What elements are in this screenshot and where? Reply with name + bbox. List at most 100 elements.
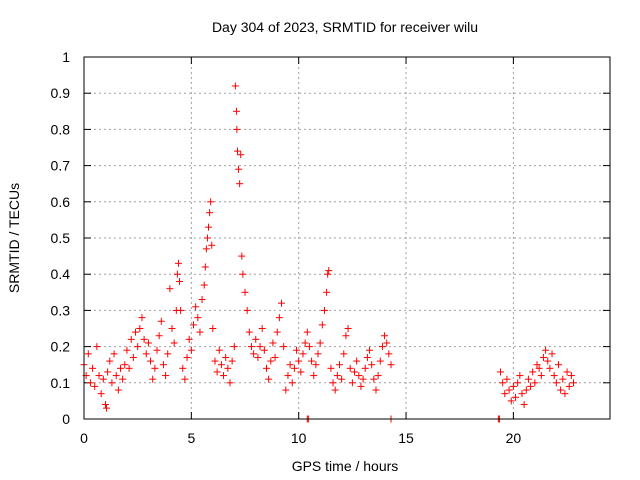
data-point [164,350,172,358]
data-point [110,350,118,358]
data-point [114,386,122,394]
data-point [205,223,213,231]
data-point [140,335,148,343]
data-point [166,285,174,293]
data-point [149,375,157,383]
data-point [539,353,547,361]
data-point [284,372,292,380]
data-point [112,372,120,380]
data-point [237,151,245,159]
data-point [503,375,511,383]
data-point [351,368,359,376]
data-point [84,350,92,358]
data-point [185,335,193,343]
y-tick-label: 0.3 [51,302,71,318]
data-point [213,368,221,376]
chart-title: Day 304 of 2023, SRMTID for receiver wil… [212,19,478,35]
data-point [200,281,208,289]
data-point [514,379,522,387]
data-point [529,368,537,376]
data-point [222,353,230,361]
data-point [162,372,170,380]
data-point [142,350,150,358]
data-point [518,390,526,398]
data-point [320,306,328,314]
x-tick-label: 15 [398,430,414,446]
data-point [359,375,367,383]
y-tick-label: 0.9 [51,85,71,101]
data-point [252,335,260,343]
data-point [183,353,191,361]
data-point [305,343,313,351]
data-point [230,343,238,351]
data-point [280,343,288,351]
data-point [516,372,524,380]
data-point [293,346,301,354]
data-point [357,382,365,390]
data-point [144,339,152,347]
data-point [535,364,543,372]
data-point [215,346,223,354]
data-point [238,252,246,260]
data-point [86,379,94,387]
y-axis-title: SRMTID / TECUs [6,183,22,293]
data-point [241,288,249,296]
y-tick-label: 0.2 [51,339,71,355]
data-point [537,372,545,380]
data-point [561,390,569,398]
data-point [260,346,268,354]
data-point [201,263,209,271]
data-point [136,325,144,332]
data-point [323,288,331,296]
data-point [119,375,127,383]
data-point [499,379,507,387]
data-point [176,277,184,285]
data-point [299,350,307,358]
data-point [290,364,298,372]
data-point [262,364,270,372]
data-point [301,339,309,347]
data-point [179,364,187,372]
data-point [355,372,363,380]
data-point [93,343,101,351]
data-point [196,328,204,336]
data-point [348,379,356,387]
data-point [127,335,135,343]
data-point [239,270,247,278]
data-point [208,241,216,249]
data-point [97,390,105,398]
data-point [258,325,266,332]
data-point [192,303,200,311]
data-point [344,325,352,332]
data-point [132,328,140,336]
data-point [89,364,97,372]
data-point [507,397,515,405]
plot-frame [83,56,611,420]
data-point [385,350,393,358]
data-point [533,361,541,369]
data-point [134,343,142,351]
data-point [101,401,109,409]
data-point [269,339,277,347]
data-point [531,379,539,387]
data-point [338,375,346,383]
data-point [509,382,517,390]
data-point [524,375,532,383]
data-point [314,350,322,358]
data-point [198,296,206,304]
data-point [232,107,240,115]
data-point [325,267,333,275]
data-point [353,357,361,365]
data-point [177,306,185,314]
y-tick-label: 0.5 [51,230,71,246]
data-point [546,364,554,372]
data-point [527,382,535,390]
data-point [226,379,234,387]
data-point [271,353,279,361]
data-point [217,361,225,369]
data-point [542,346,550,354]
data-point [95,372,103,380]
data-point [512,393,520,401]
data-point [342,332,350,340]
data-point [378,343,386,351]
